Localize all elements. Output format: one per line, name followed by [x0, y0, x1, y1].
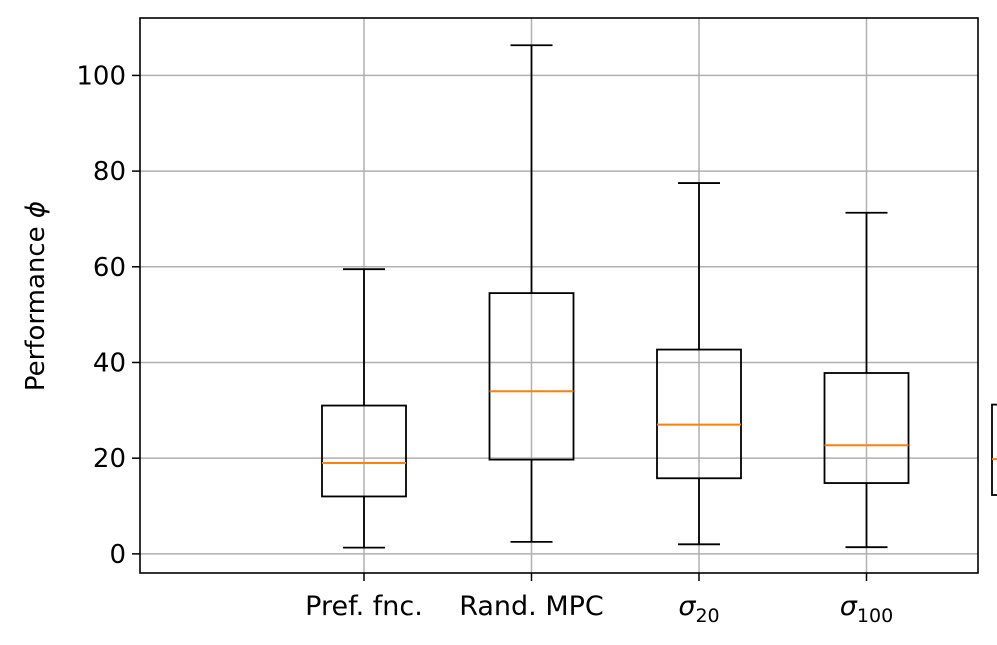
y-tick-label: 20 [93, 444, 126, 474]
grid-layer [140, 18, 978, 573]
box-iqr [823, 372, 910, 484]
box-group [823, 211, 910, 549]
x-tick-label: σ100 [840, 591, 893, 627]
x-tick-label: Pref. fnc. [305, 591, 423, 622]
box-group [321, 268, 407, 549]
x-tick-label-symbol: σ [678, 591, 696, 622]
box-iqr [656, 348, 742, 480]
y-axis-label: Performance ϕ [21, 201, 51, 391]
box-group [991, 403, 997, 496]
x-tick-label-symbol: σ [840, 591, 858, 622]
box-iqr [488, 292, 575, 461]
x-tick-label: Rand. MPC [459, 591, 604, 622]
box-iqr [321, 404, 407, 498]
box-group [488, 44, 575, 543]
box-iqr [991, 403, 997, 496]
y-tick-label: 60 [93, 253, 126, 283]
plot-frame [139, 17, 979, 574]
y-tick-label: 100 [76, 61, 126, 91]
y-tick-label: 80 [93, 157, 126, 187]
x-tick-label-subscript: 20 [695, 605, 719, 627]
x-tick-label-subscript: 100 [857, 605, 893, 627]
y-tick-label: 0 [109, 540, 126, 570]
box-group [656, 182, 742, 546]
box-layer [321, 44, 997, 549]
x-tick-label: σ20 [678, 591, 719, 627]
y-tick-label: 40 [93, 348, 126, 378]
